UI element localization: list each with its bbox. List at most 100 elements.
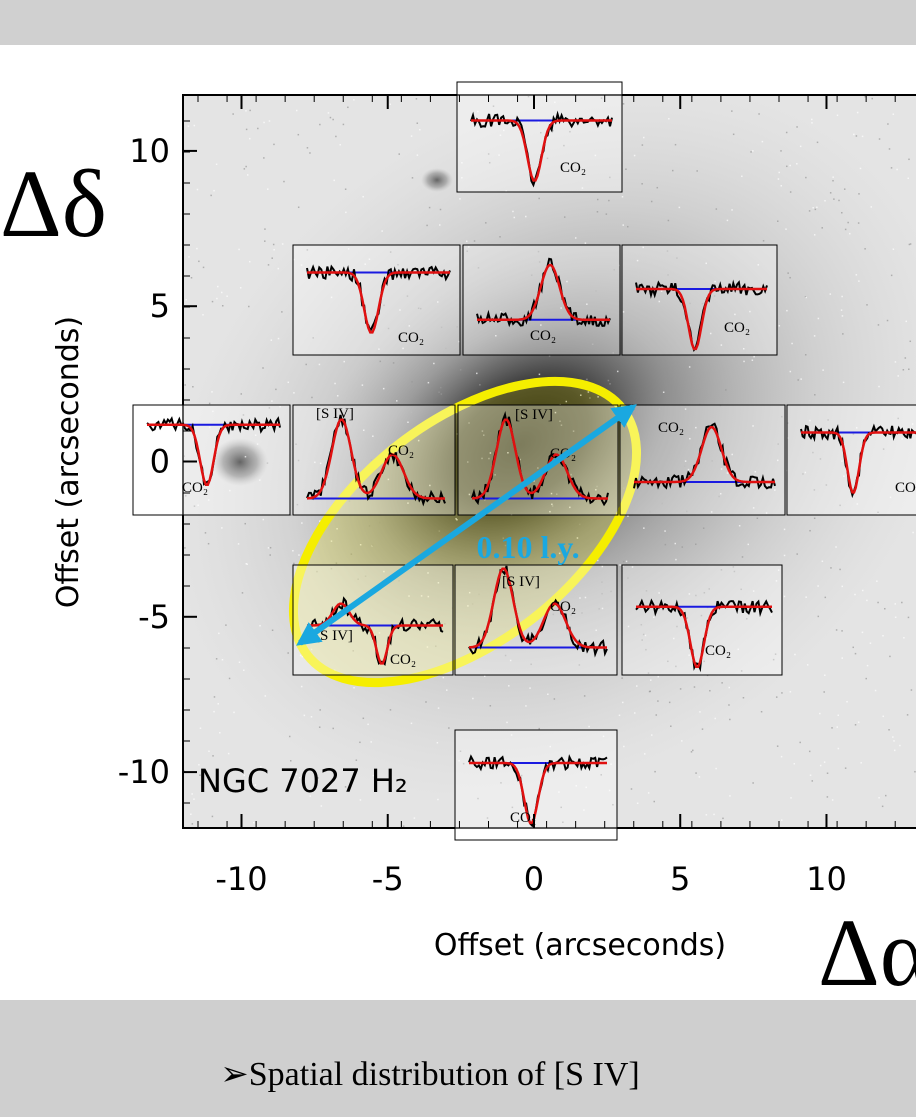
speckle: [715, 767, 717, 770]
speckle: [619, 564, 621, 566]
speckle: [770, 614, 773, 616]
speckle: [866, 304, 868, 306]
speckle: [738, 525, 741, 527]
speckle: [298, 554, 300, 556]
speckle: [859, 167, 862, 170]
speckle: [522, 316, 525, 318]
speckle: [419, 307, 422, 310]
speckle: [616, 370, 619, 373]
speckle: [608, 114, 610, 117]
speckle: [890, 167, 893, 169]
speckle: [747, 543, 750, 546]
speckle: [225, 624, 227, 626]
speckle: [347, 106, 349, 109]
speckle: [417, 307, 420, 310]
speckle: [726, 472, 729, 474]
speckle: [741, 556, 744, 558]
speckle: [888, 148, 891, 150]
speckle: [575, 168, 577, 171]
speckle: [841, 315, 844, 317]
speckle: [273, 143, 275, 146]
speckle: [389, 103, 391, 106]
speckle: [309, 795, 312, 797]
speckle: [243, 669, 245, 672]
speckle: [728, 704, 730, 706]
speckle: [552, 129, 554, 132]
inset-label: CO₂: [398, 330, 424, 346]
speckle: [670, 725, 672, 727]
speckle: [411, 177, 414, 179]
speckle: [705, 262, 708, 265]
speckle: [264, 768, 267, 771]
inset-box: [292, 564, 454, 676]
speckle: [641, 144, 644, 146]
bottom-band: [0, 1000, 916, 1117]
speckle: [894, 361, 897, 363]
speckle: [841, 657, 843, 659]
speckle: [839, 504, 841, 507]
inset: CO₂: [456, 81, 623, 193]
speckle: [877, 601, 879, 604]
speckle: [442, 676, 445, 679]
speckle: [754, 471, 757, 473]
speckle: [675, 665, 677, 668]
speckle: [839, 568, 841, 571]
speckle: [843, 475, 845, 477]
speckle: [297, 206, 300, 209]
speckle: [585, 786, 587, 789]
speckle: [902, 369, 905, 371]
y-symbol: Δδ: [0, 150, 107, 257]
speckle: [709, 332, 712, 335]
speckle: [740, 670, 743, 672]
speckle: [673, 637, 675, 640]
speckle: [466, 250, 468, 252]
speckle: [805, 296, 807, 299]
speckle: [702, 638, 704, 640]
speckle: [610, 763, 612, 765]
inset-frame: [454, 729, 618, 841]
speckle: [437, 301, 439, 303]
speckle: [623, 745, 625, 748]
inset-label: [S IV]: [316, 406, 354, 422]
speckle: [511, 806, 514, 809]
speckle: [912, 531, 914, 534]
speckle: [584, 242, 587, 244]
x-tick-label: 0: [524, 860, 544, 898]
speckle: [854, 652, 857, 655]
speckle: [824, 596, 827, 599]
speckle: [878, 797, 880, 799]
speckle: [342, 123, 345, 126]
speckle: [694, 543, 697, 546]
speckle: [776, 459, 779, 462]
inset-label: CO₂: [658, 420, 684, 436]
speckle: [257, 127, 259, 130]
speckle: [836, 726, 839, 728]
speckle: [293, 562, 295, 565]
speckle: [752, 150, 754, 152]
speckle: [802, 473, 804, 475]
speckle: [506, 721, 508, 724]
speckle: [855, 135, 858, 137]
speckle: [248, 260, 251, 263]
speckle: [459, 198, 461, 200]
speckle: [855, 427, 858, 429]
speckle: [783, 528, 786, 531]
speckle: [785, 131, 788, 134]
speckle: [664, 530, 666, 532]
speckle: [596, 198, 599, 201]
speckle: [336, 269, 338, 272]
speckle: [525, 215, 527, 218]
speckle: [508, 685, 510, 687]
y-tick-label: 10: [129, 132, 170, 170]
x-tick-label: -5: [372, 860, 404, 898]
speckle: [503, 129, 505, 132]
speckle: [237, 543, 240, 545]
speckle: [668, 701, 671, 704]
speckle: [410, 722, 413, 725]
speckle: [701, 302, 704, 305]
speckle: [264, 228, 266, 230]
speckle: [625, 168, 627, 170]
speckle: [513, 326, 516, 329]
speckle: [416, 122, 419, 124]
speckle: [600, 774, 602, 776]
